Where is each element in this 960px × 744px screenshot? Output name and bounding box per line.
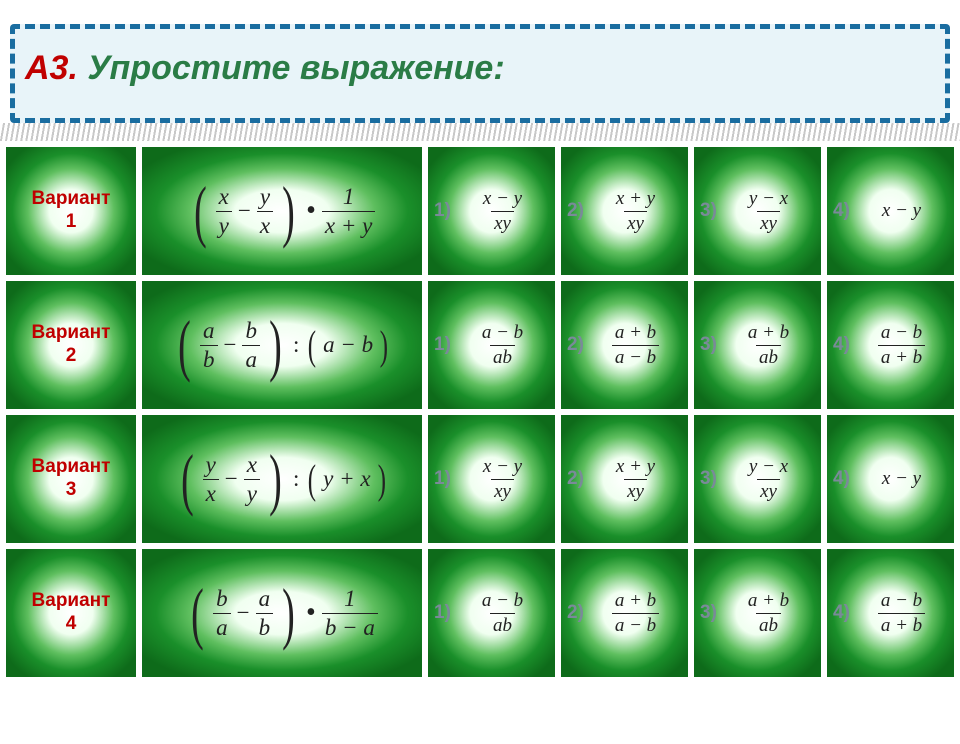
answer-cell: 4) a − ba + b	[827, 549, 954, 677]
variant-label-cell: Вариант1	[6, 147, 136, 275]
answer-cell: 4) a − ba + b	[827, 281, 954, 409]
variant-label: Вариант2	[32, 322, 111, 368]
answer-number: 1)	[434, 334, 451, 356]
title-panel: А3. Упростите выражение:	[10, 24, 950, 123]
answer-cell: 2) x + yxy	[561, 147, 688, 275]
expression-cell: (ab−ba):(a − b)	[142, 281, 422, 409]
answer-cell: 3) a + bab	[694, 549, 821, 677]
answer-cell: 2) x + yxy	[561, 415, 688, 543]
answer-number: 4)	[833, 602, 850, 624]
answer-number: 3)	[700, 602, 717, 624]
expression-math: (yx−xy):(y + x)	[176, 440, 389, 519]
problem-title: Упростите выражение:	[87, 49, 504, 87]
answer-number: 3)	[700, 334, 717, 356]
answer-number: 2)	[567, 334, 584, 356]
answer-math: a + ba − b	[612, 322, 659, 369]
answer-math: a + bab	[745, 322, 792, 369]
answer-math: a + bab	[745, 590, 792, 637]
answer-number: 4)	[833, 334, 850, 356]
expression-cell: (ba−ab)•1b − a	[142, 549, 422, 677]
answer-number: 4)	[833, 200, 850, 222]
answer-number: 4)	[833, 468, 850, 490]
expression-cell: (yx−xy):(y + x)	[142, 415, 422, 543]
answer-math: x + yxy	[613, 188, 658, 235]
answer-cell: 2) a + ba − b	[561, 549, 688, 677]
expression-cell: (xy−yx)•1x + y	[142, 147, 422, 275]
answer-cell: 1) x − yxy	[428, 147, 555, 275]
answer-math: a − ba + b	[878, 590, 925, 637]
expression-math: (ab−ba):(a − b)	[173, 306, 391, 385]
answer-cell: 3) y − xxy	[694, 147, 821, 275]
answer-cell: 4) x − y	[827, 415, 954, 543]
answer-math: y − xxy	[746, 188, 791, 235]
answer-math: a − bab	[479, 590, 526, 637]
answer-number: 1)	[434, 602, 451, 624]
answer-math: y − xxy	[746, 456, 791, 503]
separator-hatch	[0, 123, 960, 141]
answer-math: x − yxy	[480, 456, 525, 503]
variant-label: Вариант1	[32, 188, 111, 234]
answer-math: x − y	[882, 468, 921, 490]
answer-number: 1)	[434, 200, 451, 222]
variant-label: Вариант3	[32, 456, 111, 502]
title-text: А3. Упростите выражение:	[25, 49, 935, 88]
problem-number: А3.	[25, 49, 78, 87]
expression-math: (xy−yx)•1x + y	[189, 172, 376, 251]
answer-math: a + ba − b	[612, 590, 659, 637]
answer-number: 2)	[567, 602, 584, 624]
answer-cell: 2) a + ba − b	[561, 281, 688, 409]
answer-number: 1)	[434, 468, 451, 490]
answer-math: x + yxy	[613, 456, 658, 503]
answer-number: 3)	[700, 200, 717, 222]
answer-number: 2)	[567, 200, 584, 222]
variant-label-cell: Вариант3	[6, 415, 136, 543]
answer-math: x − y	[882, 200, 921, 222]
answer-cell: 3) a + bab	[694, 281, 821, 409]
problem-grid: Вариант1 (xy−yx)•1x + y 1) x − yxy 2) x + yxy…	[6, 147, 954, 677]
answer-cell: 3) y − xxy	[694, 415, 821, 543]
answer-math: a − ba + b	[878, 322, 925, 369]
answer-cell: 1) a − bab	[428, 549, 555, 677]
answer-math: a − bab	[479, 322, 526, 369]
variant-label-cell: Вариант2	[6, 281, 136, 409]
answer-cell: 1) a − bab	[428, 281, 555, 409]
answer-cell: 4) x − y	[827, 147, 954, 275]
expression-math: (ba−ab)•1b − a	[186, 574, 378, 653]
answer-cell: 1) x − yxy	[428, 415, 555, 543]
variant-label-cell: Вариант4	[6, 549, 136, 677]
answer-math: x − yxy	[480, 188, 525, 235]
answer-number: 2)	[567, 468, 584, 490]
variant-label: Вариант4	[32, 590, 111, 636]
answer-number: 3)	[700, 468, 717, 490]
